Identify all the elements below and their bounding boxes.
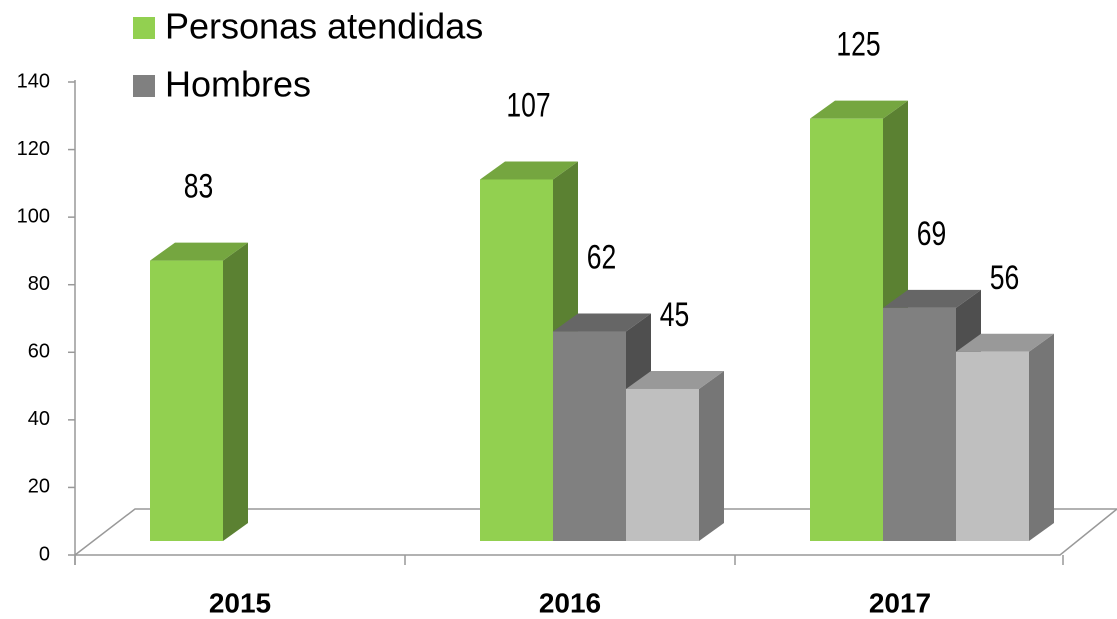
bar-top	[883, 289, 981, 308]
bar-top	[956, 333, 1054, 352]
bar-top	[150, 242, 248, 261]
bar	[480, 179, 553, 541]
bar-side	[1029, 333, 1054, 541]
bar	[883, 307, 956, 541]
floor-front	[75, 508, 1117, 556]
y-tick-label: 40	[28, 408, 50, 430]
bar-top	[480, 161, 578, 180]
value-label: 45	[660, 296, 690, 334]
bar	[956, 351, 1029, 541]
legend-swatch	[133, 17, 155, 39]
y-tick-label: 0	[39, 543, 50, 565]
y-tick-label: 80	[28, 273, 50, 295]
y-tick-label: 120	[17, 138, 50, 160]
value-label: 69	[917, 215, 947, 253]
bar	[810, 118, 883, 541]
legend-swatch	[133, 75, 155, 97]
y-tick-label: 60	[28, 341, 50, 363]
bar-top	[553, 313, 651, 332]
x-tick-label: 2017	[869, 587, 931, 618]
bar-side	[699, 370, 724, 541]
x-tick-label: 2016	[539, 587, 601, 618]
bar-top	[810, 100, 908, 119]
bar-side	[223, 242, 248, 542]
value-label: 83	[184, 167, 214, 205]
value-label: 107	[506, 86, 550, 124]
value-label: 56	[990, 259, 1020, 297]
legend-label: Personas atendidas	[165, 6, 483, 47]
y-tick-label: 20	[28, 476, 50, 498]
x-tick-label: 2015	[209, 587, 271, 618]
y-tick-label: 140	[17, 70, 50, 92]
legend-label: Hombres	[165, 64, 311, 105]
bar	[626, 388, 699, 541]
value-label: 62	[587, 238, 617, 276]
bar-top	[626, 370, 724, 389]
bar	[553, 331, 626, 541]
bar	[150, 260, 223, 541]
y-tick-label: 100	[17, 205, 50, 227]
value-label: 125	[836, 26, 880, 64]
floor-back	[74, 508, 1117, 556]
